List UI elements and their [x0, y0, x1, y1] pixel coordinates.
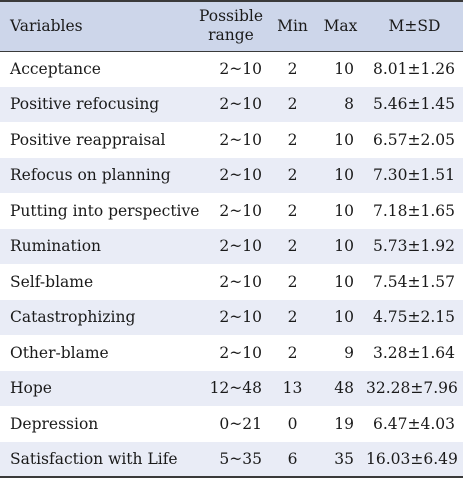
cell-min: 6: [287, 449, 298, 468]
cell-mean-sd: 32.28±7.96: [366, 379, 458, 398]
cell-max: 19: [334, 414, 354, 433]
table-header: Variables Possible range Min Max M±SD: [0, 1, 463, 51]
cell-min: 2: [287, 166, 298, 185]
cell-mean-sd: 7.54±1.57: [372, 272, 455, 291]
cell-max: 10: [334, 201, 354, 220]
table-row: Positive reappraisal 2~10 2 10 6.57±2.05: [0, 122, 463, 158]
cell-variable: Self-blame: [10, 272, 94, 291]
table-row: Putting into perspective 2~10 2 10 7.18±1.65: [0, 193, 463, 229]
cell-variable: Acceptance: [10, 60, 101, 78]
cell-possible-range: 2~10: [219, 343, 262, 362]
cell-variable: Other-blame: [10, 343, 109, 362]
header-variables: Variables: [10, 16, 83, 35]
cell-min: 2: [287, 60, 298, 78]
table-row: Acceptance 2~10 2 10 8.01±1.26: [0, 51, 463, 87]
cell-variable: Depression: [10, 414, 99, 433]
table-row: Self-blame 2~10 2 10 7.54±1.57: [0, 264, 463, 300]
cell-possible-range: 2~10: [219, 272, 262, 291]
table-row: Positive refocusing 2~10 2 8 5.46±1.45: [0, 86, 463, 122]
header-mean-sd: M±SD: [388, 16, 441, 35]
cell-mean-sd: 4.75±2.15: [372, 308, 455, 327]
cell-variable: Positive refocusing: [10, 95, 160, 114]
cell-possible-range: 2~10: [219, 308, 262, 327]
cell-possible-range: 2~10: [219, 166, 262, 185]
cell-variable: Satisfaction with Life: [10, 449, 178, 468]
cell-max: 10: [334, 237, 354, 256]
cell-min: 2: [287, 343, 298, 362]
cell-variable: Refocus on planning: [10, 166, 171, 185]
cell-variable: Putting into perspective: [10, 201, 200, 220]
cell-mean-sd: 7.30±1.51: [372, 166, 455, 185]
cell-min: 2: [287, 308, 298, 327]
table-row: Depression 0~21 0 19 6.47±4.03: [0, 406, 463, 442]
table-row: Catastrophizing 2~10 2 10 4.75±2.15: [0, 299, 463, 335]
table-row: Rumination 2~10 2 10 5.73±1.92: [0, 228, 463, 264]
cell-max: 9: [344, 343, 354, 362]
cell-max: 10: [334, 272, 354, 291]
cell-mean-sd: 16.03±6.49: [366, 449, 458, 468]
cell-max: 10: [334, 60, 354, 78]
cell-max: 8: [344, 95, 354, 114]
table-row: Other-blame 2~10 2 9 3.28±1.64: [0, 335, 463, 371]
cell-mean-sd: 3.28±1.64: [372, 343, 455, 362]
cell-mean-sd: 5.46±1.45: [372, 95, 455, 114]
header-possible-range: Possible range: [192, 1, 270, 51]
cell-possible-range: 5~35: [219, 449, 262, 468]
cell-max: 48: [334, 379, 354, 398]
cell-variable: Rumination: [10, 237, 102, 256]
cell-max: 10: [334, 308, 354, 327]
cell-min: 2: [287, 237, 298, 256]
cell-variable: Hope: [10, 379, 52, 398]
header-range-line1: Possible: [198, 7, 264, 26]
cell-max: 35: [334, 449, 354, 468]
cell-min: 2: [287, 130, 298, 149]
cell-possible-range: 2~10: [219, 130, 262, 149]
cell-min: 2: [287, 272, 298, 291]
cell-possible-range: 0~21: [219, 414, 262, 433]
cell-possible-range: 2~10: [219, 237, 262, 256]
cell-possible-range: 2~10: [219, 60, 262, 78]
table-row: Hope 12~48 13 48 32.28±7.96: [0, 370, 463, 406]
table-row: Satisfaction with Life 5~35 6 35 16.03±6.49: [0, 441, 463, 477]
header-range-line2: range: [208, 26, 254, 45]
header-max: Max: [323, 16, 358, 35]
cell-min: 2: [287, 95, 298, 114]
cell-mean-sd: 5.73±1.92: [372, 237, 455, 256]
cell-min: 13: [282, 379, 303, 398]
table-row: Refocus on planning 2~10 2 10 7.30±1.51: [0, 157, 463, 193]
cell-mean-sd: 7.18±1.65: [372, 201, 455, 220]
cell-possible-range: 2~10: [219, 201, 262, 220]
cell-min: 0: [287, 414, 298, 433]
cell-max: 10: [334, 166, 354, 185]
cell-possible-range: 12~48: [209, 379, 262, 398]
cell-possible-range: 2~10: [219, 95, 262, 114]
cell-max: 10: [334, 130, 354, 149]
header-row: Variables Possible range Min Max M±SD: [0, 1, 463, 51]
cell-variable: Positive reappraisal: [10, 130, 166, 149]
cell-variable: Catastrophizing: [10, 308, 136, 327]
cell-min: 2: [287, 201, 298, 220]
cell-mean-sd: 6.57±2.05: [372, 130, 455, 149]
cell-mean-sd: 8.01±1.26: [372, 60, 455, 78]
header-min: Min: [277, 16, 308, 35]
table-body: Acceptance 2~10 2 10 8.01±1.26 Positive refoc…: [0, 51, 463, 477]
cell-mean-sd: 6.47±4.03: [372, 414, 455, 433]
